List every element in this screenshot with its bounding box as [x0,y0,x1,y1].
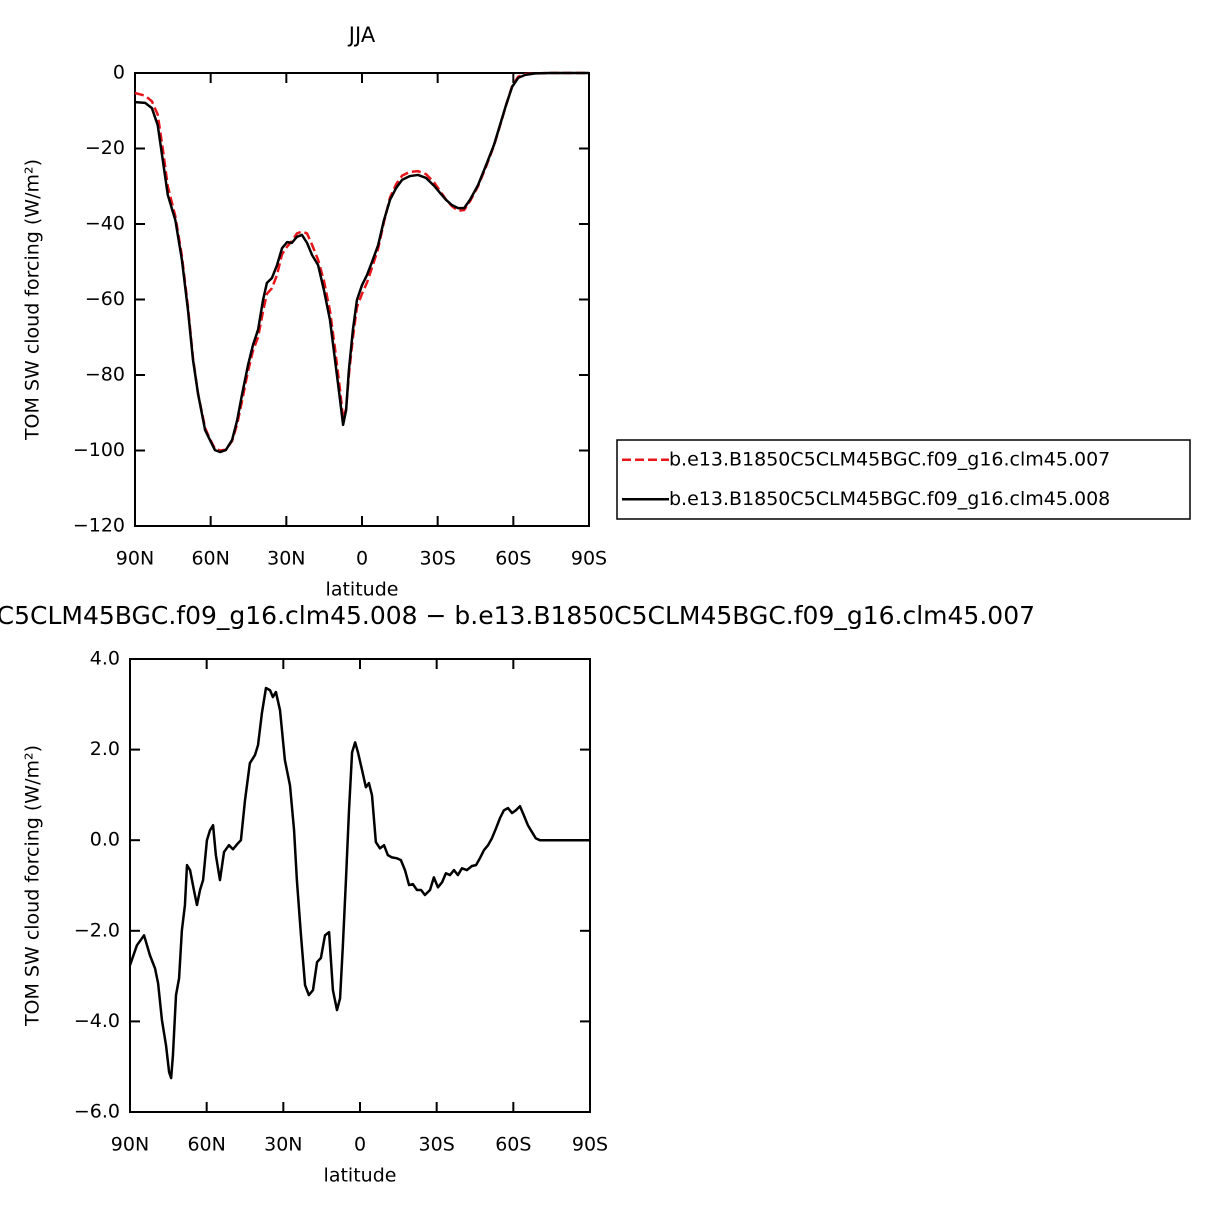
x-tick-label: 60S [495,1134,531,1156]
x-tick-label: 90N [111,1134,149,1156]
y-axis-label: TOM SW cloud forcing (W/m²) [22,745,44,1027]
y-tick-label: −20 [85,137,125,159]
chart: b.e13.B1850C5CLM45BGC.f09_g16.clm45.008 … [0,601,1035,1187]
y-tick-label: −40 [85,213,125,235]
x-tick-label: 60N [191,548,229,570]
y-tick-label: −60 [85,288,125,310]
y-tick-label: −2.0 [74,919,120,941]
plot-frame [134,72,590,527]
x-axis-label: latitude [324,1165,397,1187]
chart-title: JJA [347,23,376,47]
x-tick-label: 60S [495,548,531,570]
data-line [128,686,590,1080]
legend-label: b.e13.B1850C5CLM45BGC.f09_g16.clm45.007 [669,448,1110,470]
x-tick-label: 30S [420,548,456,570]
chart-title: b.e13.B1850C5CLM45BGC.f09_g16.clm45.008 … [0,601,1035,630]
data-line [134,71,589,454]
y-tick-label: −4.0 [74,1010,120,1032]
x-tick-label: 0 [354,1134,366,1156]
y-tick-label: −80 [85,364,125,386]
x-tick-label: 30S [419,1134,455,1156]
x-tick-label: 30N [264,1134,302,1156]
x-tick-label: 0 [356,548,368,570]
y-tick-label: 4.0 [90,648,120,670]
x-tick-label: 90N [116,548,154,570]
chart: JJA 0 −20 −40 −60 −80 −100 −120 90N 60N 30N 0 30S 60S… [22,23,1191,601]
legend-box [616,439,1191,520]
x-tick-label: 90S [572,1134,608,1156]
y-tick-label: −120 [73,515,125,537]
x-tick-label: 90S [571,548,607,570]
x-axis-label: latitude [326,579,399,601]
plot-frame [129,658,591,1113]
x-tick-label: 60N [187,1134,225,1156]
y-tick-label: 0 [113,62,125,84]
y-tick-label: −100 [73,439,125,461]
y-tick-label: 2.0 [90,738,120,760]
y-tick-label: 0.0 [90,829,120,851]
legend-label: b.e13.B1850C5CLM45BGC.f09_g16.clm45.008 [669,488,1110,510]
x-tick-label: 30N [267,548,305,570]
y-tick-label: −6.0 [74,1101,120,1123]
data-line [134,71,589,452]
y-axis-label: TOM SW cloud forcing (W/m²) [22,159,44,441]
